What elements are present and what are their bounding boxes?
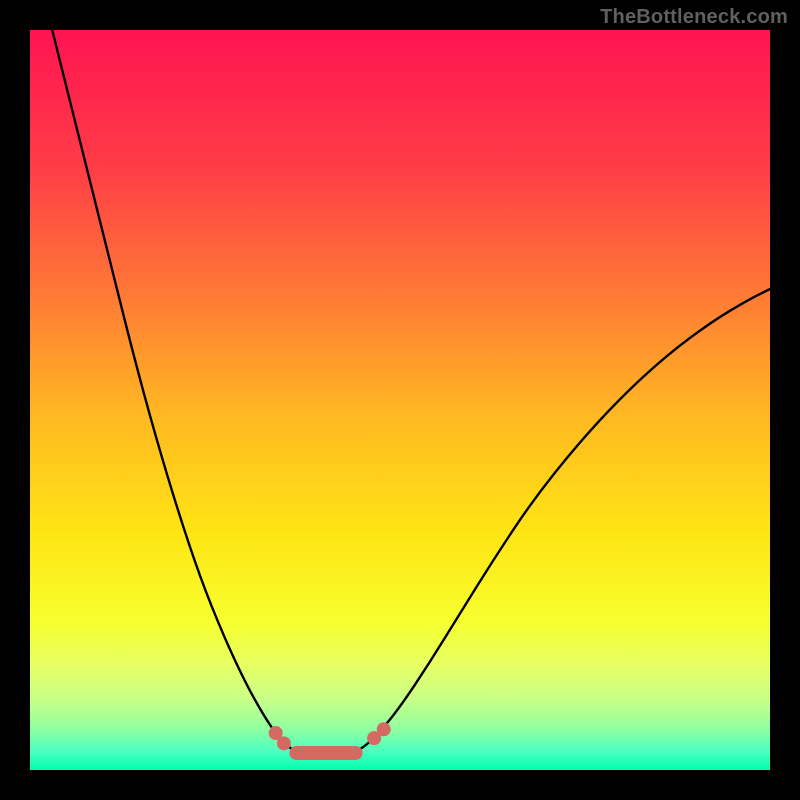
chart-frame: TheBottleneck.com: [0, 0, 800, 800]
marker-dot: [277, 736, 291, 750]
bottleneck-curve-chart: [30, 30, 770, 770]
marker-dot: [377, 722, 391, 736]
watermark-text: TheBottleneck.com: [600, 6, 788, 29]
plot-background: [30, 30, 770, 770]
